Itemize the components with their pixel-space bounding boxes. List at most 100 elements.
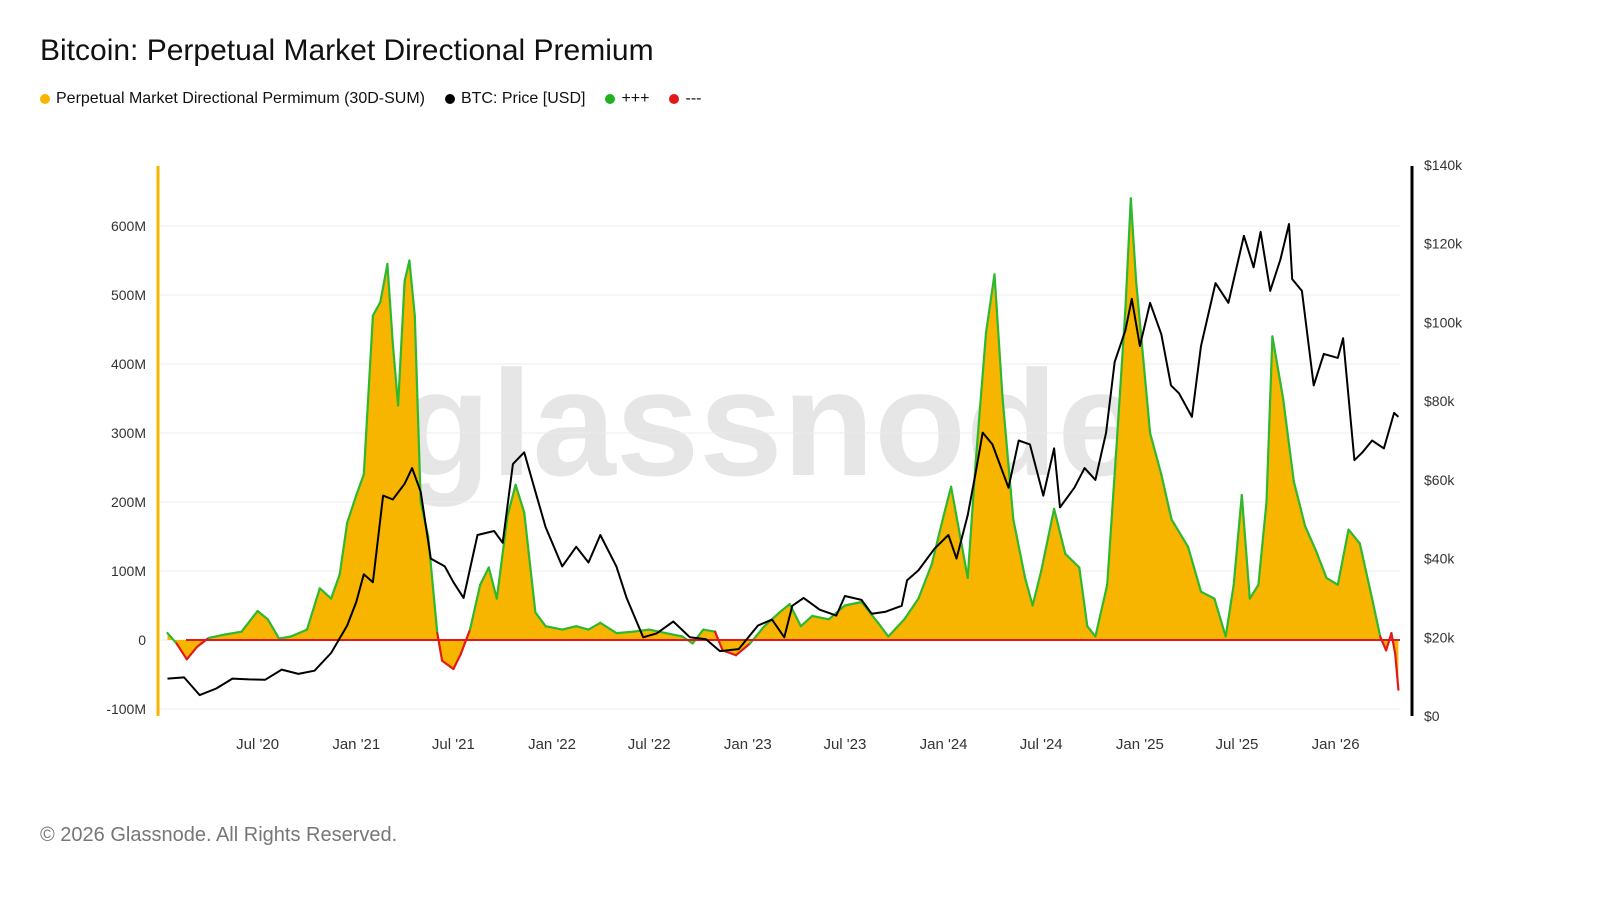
premium-line-segment — [993, 273, 1004, 400]
premium-line-segment — [1001, 397, 1015, 521]
premium-line-segment — [1240, 494, 1251, 600]
legend-dot-premium — [40, 94, 50, 104]
premium-line-segment — [1160, 473, 1173, 521]
premium-line-segment — [1271, 335, 1285, 400]
premium-line-segment — [240, 609, 259, 633]
legend-label-price: BTC: Price [USD] — [460, 90, 586, 107]
chart-legend: Perpetual Market Directional Permimum (3… — [40, 90, 701, 108]
y-right-tick-label: $120k — [1424, 236, 1463, 252]
premium-line-segment — [1292, 480, 1307, 528]
premium-line-segment — [1052, 507, 1067, 555]
premium-line-segment — [1124, 197, 1132, 310]
legend-item-positive[interactable]: +++ — [605, 90, 649, 108]
premium-line-segment — [175, 642, 188, 661]
y-left-tick-label: 600M — [111, 218, 146, 234]
y-left-tick-label: 500M — [111, 287, 146, 303]
x-tick-label: Jan '25 — [1116, 736, 1164, 753]
premium-line-segment — [1336, 528, 1350, 586]
premium-line-segment — [436, 631, 444, 662]
premium-line-segment — [599, 621, 618, 635]
premium-line-segment — [278, 635, 292, 640]
legend-item-price[interactable]: BTC: Price [USD] — [444, 90, 586, 108]
legend-dot-price — [444, 94, 455, 104]
premium-line-segment — [1265, 335, 1274, 504]
premium-line-segment — [1116, 307, 1127, 435]
x-tick-label: Jul '23 — [823, 736, 866, 753]
y-left-tick-label: 300M — [111, 425, 146, 441]
premium-line-segment — [338, 521, 349, 576]
premium-line-segment — [397, 280, 406, 407]
premium-line-segment — [1199, 590, 1216, 600]
premium-line-segment — [1394, 652, 1400, 691]
premium-line-segment — [514, 483, 526, 514]
premium-line-segment — [1134, 280, 1152, 435]
premium-line-segment — [974, 331, 988, 462]
premium-line-segment — [403, 259, 411, 283]
premium-line-segment — [289, 628, 309, 638]
premium-line-segment — [1094, 583, 1109, 638]
premium-line-segment — [1078, 566, 1089, 628]
premium-line-segment — [391, 342, 400, 407]
premium-line-segment — [355, 473, 365, 497]
premium-line-segment — [468, 583, 482, 631]
premium-line-segment — [575, 625, 590, 631]
premium-line-segment — [1257, 500, 1268, 586]
premium-line-segment — [305, 587, 321, 631]
premium-line-segment — [917, 562, 933, 600]
premium-line-segment — [734, 642, 752, 657]
premium-line-segment — [930, 514, 945, 566]
premium-line-segment — [561, 625, 578, 631]
premium-line-segment — [587, 621, 602, 631]
premium-line-segment — [346, 494, 358, 524]
legend-label-premium: Perpetual Market Directional Permimum (3… — [56, 90, 425, 107]
x-tick-label: Jul '24 — [1020, 736, 1063, 753]
premium-line-segment — [664, 631, 684, 638]
x-tick-label: Jul '22 — [628, 736, 671, 753]
legend-dot-negative — [669, 94, 680, 104]
premium-line-segment — [1384, 631, 1393, 652]
x-tick-label: Jan '26 — [1312, 736, 1360, 753]
x-tick-label: Jul '21 — [432, 736, 475, 753]
legend-label-negative: --- — [685, 90, 702, 107]
premium-line-segment — [1347, 528, 1361, 545]
premium-line-segment — [647, 628, 667, 635]
premium-line-segment — [441, 659, 455, 671]
premium-line-segment — [843, 600, 863, 607]
premium-line-segment — [702, 628, 717, 633]
x-tick-label: Jan '24 — [920, 736, 968, 753]
y-right-tick-label: $0 — [1424, 708, 1440, 724]
x-tick-label: Jul '25 — [1216, 736, 1259, 753]
premium-line-segment — [1325, 576, 1339, 586]
premium-line-segment — [506, 483, 517, 517]
premium-line-segment — [1224, 583, 1235, 638]
legend-item-negative[interactable]: --- — [669, 90, 701, 108]
x-tick-label: Jan '23 — [724, 736, 772, 753]
y-right-tick-label: $40k — [1424, 551, 1455, 567]
y-right-tick-label: $20k — [1424, 629, 1455, 645]
premium-line-segment — [1064, 552, 1081, 569]
premium-line-segment — [1314, 549, 1328, 580]
premium-line-segment — [1023, 576, 1034, 607]
premium-line-segment — [942, 485, 953, 517]
premium-line-segment — [523, 511, 537, 614]
premium-line-segment — [1213, 597, 1227, 638]
legend-item-premium[interactable]: Perpetual Market Directional Permimum (3… — [40, 90, 425, 108]
y-left-tick-label: 400M — [111, 356, 146, 372]
premium-line-segment — [1086, 625, 1097, 638]
watermark-text: glassnode — [399, 339, 1141, 507]
premium-line-segment — [811, 614, 830, 621]
premium-line-segment — [984, 273, 996, 334]
premium-line-segment — [1186, 545, 1203, 593]
premium-line-segment — [1129, 197, 1138, 283]
premium-line-segment — [362, 314, 374, 476]
x-tick-label: Jan '21 — [332, 736, 380, 753]
premium-line-segment — [1358, 542, 1374, 600]
premium-line-segment — [371, 300, 382, 317]
y-left-tick-label: 100M — [111, 563, 146, 579]
premium-line-segment — [256, 609, 269, 621]
premium-line-segment — [266, 618, 281, 640]
premium-line-segment — [413, 314, 422, 504]
y-left-tick-label: -100M — [106, 701, 146, 717]
